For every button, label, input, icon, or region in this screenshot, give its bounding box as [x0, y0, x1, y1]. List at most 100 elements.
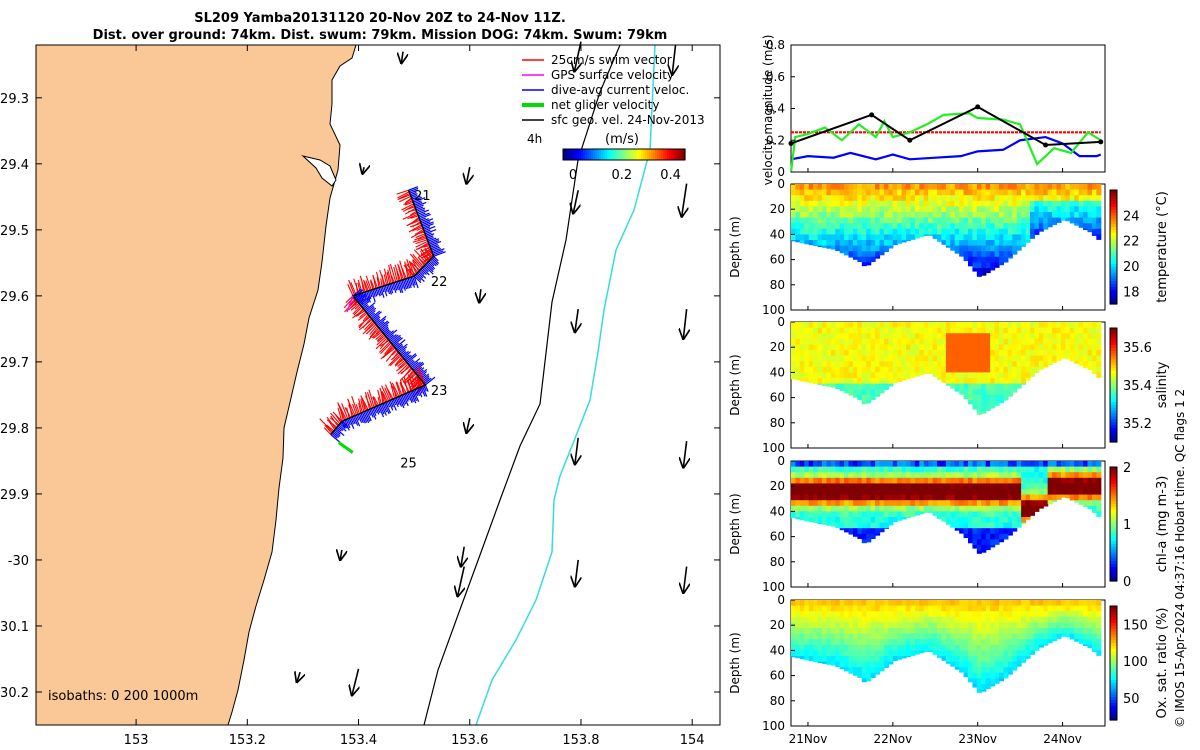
geo-velocity-arrow: [682, 183, 687, 217]
section-cell: [906, 355, 912, 362]
section-cell: [888, 611, 894, 618]
section-colorbar-cell: [1110, 342, 1117, 346]
section-cell: [1056, 622, 1062, 629]
section-cell: [835, 355, 841, 362]
swim-vector: [390, 352, 400, 361]
section-cell: [875, 472, 881, 479]
section-cell: [906, 189, 912, 196]
section-cell: [830, 212, 836, 219]
section-cell: [941, 338, 947, 345]
section-cell: [835, 489, 841, 496]
section-cell: [981, 350, 987, 357]
section-cell: [910, 511, 916, 517]
section-cell: [1052, 355, 1058, 362]
section-cell: [826, 517, 832, 524]
section-cell: [1087, 639, 1093, 646]
section-cell: [791, 600, 797, 607]
section-cell: [959, 217, 965, 224]
section-cell: [892, 212, 898, 219]
section-cell: [1078, 628, 1084, 635]
section-cell: [1003, 378, 1009, 385]
current-vector: [382, 328, 390, 334]
section-cell: [928, 338, 934, 345]
section-cell: [870, 639, 876, 646]
section-cell: [870, 344, 876, 351]
section-cell: [941, 616, 947, 623]
section-cell: [883, 522, 889, 529]
section-cell: [932, 605, 938, 612]
section-cell: [1052, 600, 1058, 607]
section-cell: [1083, 611, 1089, 618]
section-cell: [985, 461, 991, 468]
section-cell: [861, 667, 867, 674]
swim-vector: [407, 209, 417, 213]
section-cell: [875, 200, 881, 207]
section-cell: [817, 494, 823, 501]
section-cell: [857, 217, 863, 224]
section-cell: [985, 644, 991, 651]
section-cell: [852, 605, 858, 612]
section-cell: [808, 511, 814, 518]
section-cell: [976, 539, 982, 546]
current-vector: [423, 225, 436, 232]
section-cell: [804, 500, 810, 507]
section-cell: [892, 644, 898, 651]
section-cell: [1003, 372, 1009, 379]
section-cell: [1052, 200, 1058, 207]
section-cell: [998, 245, 1005, 252]
section-cell: [870, 477, 876, 484]
section-cell: [844, 528, 850, 533]
swim-vector: [347, 284, 354, 297]
section-cell: [875, 644, 881, 651]
section-cell: [901, 200, 907, 207]
velocity-ytick-label: 0: [777, 165, 785, 179]
swim-vector: [394, 358, 405, 366]
section-cell: [875, 240, 881, 247]
section-cell: [1025, 489, 1031, 496]
section-cell: [1034, 355, 1040, 362]
section-cell: [972, 195, 978, 202]
swim-vector: [405, 198, 413, 203]
section-cell: [839, 234, 845, 241]
section-cell: [875, 511, 881, 518]
section-cell: [791, 616, 797, 623]
section-cell: [990, 477, 996, 484]
section-cell: [1003, 633, 1009, 640]
section-cell: [817, 483, 823, 490]
section-cell: [844, 600, 850, 607]
section-cell: [870, 483, 876, 490]
section-cell: [1038, 639, 1044, 646]
section-cell: [985, 489, 991, 496]
section-cell: [923, 472, 929, 479]
section-cell: [994, 605, 1000, 612]
section-cell: [892, 511, 898, 518]
section-cell: [972, 661, 978, 668]
section-cell: [990, 206, 996, 213]
section-colorbar-cell: [1110, 286, 1117, 291]
swim-vector: [335, 414, 342, 423]
section-colorbar-cell: [1110, 660, 1117, 664]
section-cell: [866, 494, 872, 501]
section-cell: [998, 394, 1005, 401]
section-cell: [976, 273, 982, 277]
section-cell: [998, 251, 1005, 258]
section-cell: [826, 350, 832, 357]
section-cell: [875, 206, 881, 213]
section-cell: [844, 639, 850, 646]
section-cell: [852, 639, 858, 646]
section-cell: [1083, 184, 1089, 191]
section-cell: [1021, 461, 1027, 468]
section-cell: [998, 466, 1005, 473]
section-cell: [861, 600, 867, 607]
section-cell: [976, 650, 982, 657]
section-cell: [985, 505, 991, 512]
section-cell: [799, 628, 805, 635]
section-cell: [985, 389, 991, 396]
section-cell: [1025, 616, 1031, 623]
section-cell: [901, 206, 907, 213]
section-cell: [1003, 605, 1009, 612]
section-cell: [848, 251, 854, 258]
section-cell: [959, 628, 965, 635]
section-cell: [954, 322, 960, 329]
